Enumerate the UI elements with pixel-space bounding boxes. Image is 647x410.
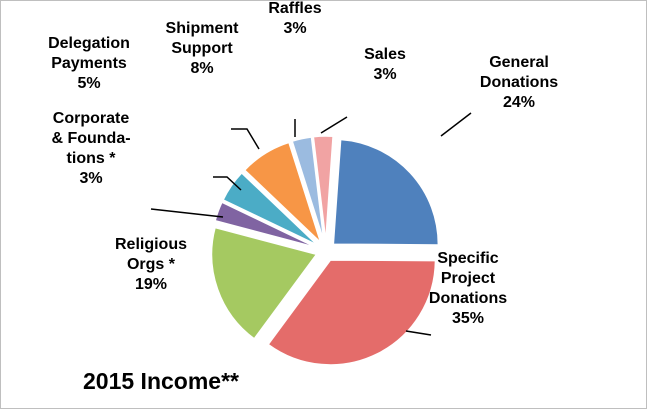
pie-slice xyxy=(291,136,325,242)
leader-line xyxy=(213,176,242,191)
labels-group: General Donations 24% Specific Project Donati… xyxy=(48,1,558,327)
leader-line xyxy=(150,208,224,218)
pie-slice xyxy=(312,135,334,242)
leader-line xyxy=(231,128,260,150)
pie-slice xyxy=(332,138,440,246)
pie-slice xyxy=(243,141,322,244)
pie-slice xyxy=(214,201,317,249)
slices-group xyxy=(210,135,440,366)
leader-lines-group xyxy=(150,112,472,336)
pie-slice xyxy=(210,226,318,340)
slice-label: General Donations 24% xyxy=(480,54,558,111)
slice-label: Sales 3% xyxy=(364,46,406,83)
leader-line xyxy=(405,330,432,336)
slice-label: Shipment Support 8% xyxy=(166,20,240,77)
chart-title: 2015 Income** xyxy=(83,368,239,394)
pie-slice xyxy=(267,259,437,366)
slice-label: Delegation Payments 5% xyxy=(48,35,130,92)
slice-label: Corporate & Founda-tions * 3% xyxy=(51,110,130,187)
leader-line xyxy=(320,116,348,134)
pie-slice xyxy=(222,171,319,246)
slice-label: Religious Orgs * 19% xyxy=(115,236,187,293)
slice-label: Specific Project Donations 35% xyxy=(429,250,507,327)
leader-line xyxy=(440,112,472,137)
